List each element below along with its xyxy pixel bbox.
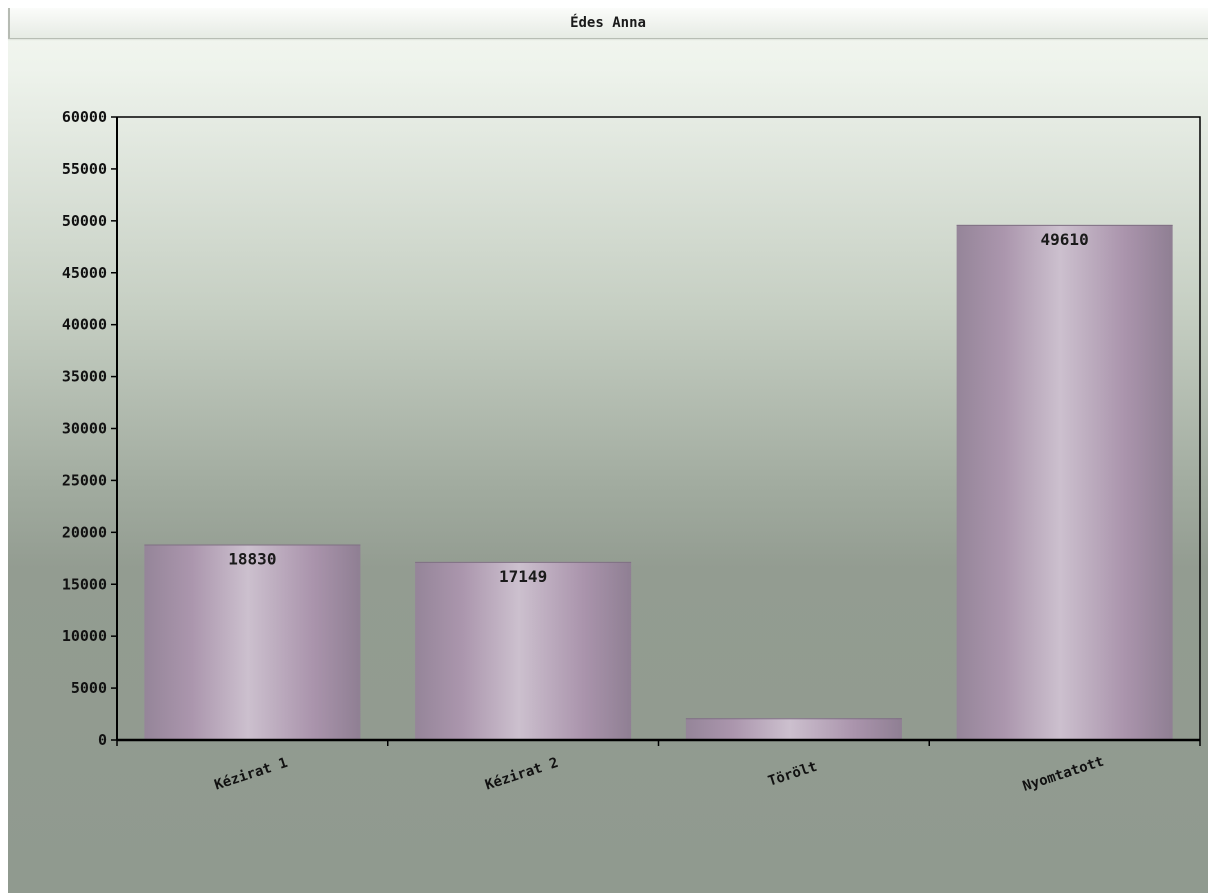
chart-title: Édes Anna — [570, 15, 646, 31]
x-tick-label: Kézirat 1 — [213, 755, 290, 794]
y-tick-label: 25000 — [62, 471, 107, 489]
x-tick-label: Kézirat 2 — [483, 755, 560, 794]
bar — [144, 544, 361, 740]
y-tick-label: 0 — [98, 731, 107, 749]
plot-frame — [117, 116, 1201, 740]
y-tick-label: 15000 — [62, 575, 107, 593]
plot-layer: 18830 17149 49610 0 5000 10000 15000 20000 25000… — [62, 108, 1201, 795]
y-tick-label: 35000 — [62, 368, 107, 386]
y-tick-label: 50000 — [62, 212, 107, 230]
y-tick-label: 30000 — [62, 420, 107, 438]
bar-value-label: 17149 — [499, 567, 547, 586]
chart-area: Édes Anna 18830 17149 49610 0 5000 10000 15000… — [8, 8, 1208, 893]
y-tick-label: 20000 — [62, 523, 107, 541]
bar-chart: 18830 17149 49610 0 5000 10000 15000 20000 25000… — [62, 108, 1201, 795]
y-tick-label: 55000 — [62, 160, 107, 178]
y-tick-label: 45000 — [62, 264, 107, 282]
bar — [415, 561, 632, 740]
x-tick-label: Nyomtatott — [1021, 754, 1106, 795]
y-tick-label: 5000 — [71, 679, 107, 697]
bar-value-label: 18830 — [228, 549, 276, 568]
x-tick-label: Törölt — [766, 759, 819, 790]
y-tick-label: 10000 — [62, 627, 107, 645]
bar — [956, 224, 1173, 741]
y-tick-label: 60000 — [62, 108, 107, 126]
bar — [685, 718, 902, 740]
y-tick-label: 40000 — [62, 316, 107, 334]
bar-value-label: 49610 — [1041, 230, 1089, 249]
chart-title-bar: Édes Anna — [8, 8, 1208, 39]
